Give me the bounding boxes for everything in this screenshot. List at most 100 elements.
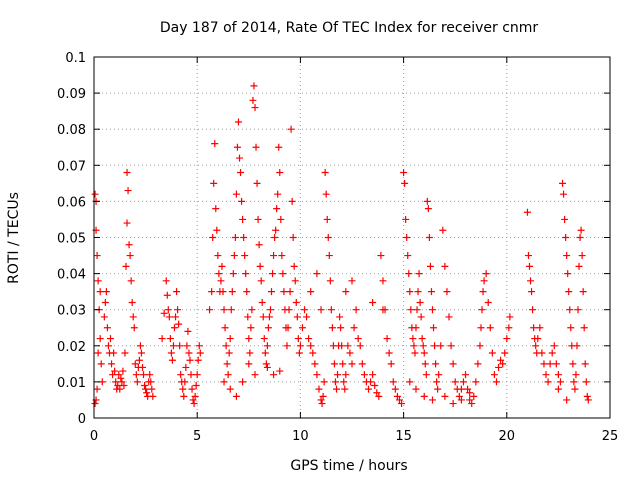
data-point bbox=[251, 104, 259, 112]
data-point bbox=[311, 360, 319, 368]
data-point bbox=[468, 400, 476, 408]
data-point bbox=[104, 342, 112, 350]
x-tick-label: 20 bbox=[499, 429, 516, 444]
data-point bbox=[276, 169, 284, 177]
data-point bbox=[379, 306, 387, 314]
data-point bbox=[488, 349, 496, 357]
data-point bbox=[165, 313, 173, 321]
data-point bbox=[412, 324, 420, 332]
data-point bbox=[262, 360, 270, 368]
data-point bbox=[219, 288, 227, 296]
x-tick-labels: 0 5 10 15 20 25 bbox=[90, 429, 618, 444]
data-point bbox=[449, 400, 457, 408]
data-point bbox=[264, 324, 272, 332]
data-point bbox=[188, 385, 196, 393]
data-point bbox=[234, 118, 242, 126]
data-point bbox=[256, 262, 264, 270]
data-point bbox=[288, 197, 296, 205]
data-point bbox=[100, 313, 108, 321]
data-point bbox=[259, 313, 267, 321]
data-point bbox=[158, 335, 166, 343]
data-point bbox=[393, 392, 401, 400]
data-point bbox=[220, 306, 228, 314]
data-point bbox=[327, 306, 335, 314]
data-point bbox=[526, 262, 534, 270]
data-point bbox=[286, 288, 294, 296]
data-point bbox=[176, 342, 184, 350]
data-point bbox=[417, 313, 425, 321]
data-point bbox=[407, 306, 415, 314]
data-point bbox=[410, 342, 418, 350]
data-point bbox=[484, 298, 492, 306]
data-point bbox=[562, 234, 570, 241]
data-point bbox=[253, 179, 261, 187]
data-point bbox=[254, 215, 262, 223]
data-point bbox=[225, 349, 233, 357]
data-point bbox=[263, 363, 271, 371]
data-point bbox=[110, 349, 118, 357]
data-point bbox=[140, 371, 148, 379]
data-point bbox=[126, 252, 134, 260]
data-point bbox=[432, 360, 440, 368]
data-point bbox=[323, 215, 331, 223]
data-point bbox=[570, 378, 578, 386]
data-point bbox=[573, 342, 581, 350]
data-point bbox=[348, 360, 356, 368]
data-point bbox=[239, 378, 247, 386]
data-point bbox=[352, 306, 360, 314]
data-point bbox=[322, 190, 330, 198]
data-point bbox=[350, 324, 358, 332]
data-point bbox=[580, 324, 588, 332]
data-point bbox=[273, 205, 281, 213]
data-point bbox=[341, 385, 349, 393]
data-point bbox=[170, 324, 178, 332]
x-axis-label: GPS time / hours bbox=[290, 458, 407, 474]
data-point bbox=[561, 215, 569, 223]
data-point bbox=[285, 306, 293, 314]
data-point bbox=[445, 313, 453, 321]
data-point bbox=[416, 298, 424, 306]
data-point bbox=[474, 360, 482, 368]
data-point bbox=[534, 335, 542, 343]
data-point bbox=[168, 356, 176, 364]
data-point bbox=[123, 169, 131, 177]
data-point bbox=[277, 215, 285, 223]
data-point bbox=[527, 277, 535, 285]
data-point bbox=[119, 367, 127, 375]
data-point bbox=[421, 360, 429, 368]
data-point bbox=[146, 371, 154, 379]
data-point bbox=[478, 306, 486, 314]
data-point bbox=[270, 371, 278, 379]
data-point bbox=[354, 335, 362, 343]
chart-title: Day 187 of 2014, Rate Of TEC Index for r… bbox=[160, 20, 539, 36]
data-point bbox=[497, 356, 505, 364]
data-point bbox=[540, 360, 548, 368]
data-point bbox=[211, 140, 219, 148]
data-point bbox=[451, 378, 459, 386]
y-tick-label: 0.02 bbox=[57, 340, 86, 355]
data-point bbox=[120, 382, 128, 390]
data-point bbox=[114, 382, 122, 390]
y-tick-label: 0.08 bbox=[57, 123, 86, 138]
data-point bbox=[296, 342, 304, 350]
data-point bbox=[276, 367, 284, 375]
data-point bbox=[231, 234, 239, 241]
data-point bbox=[257, 277, 265, 285]
data-point bbox=[172, 313, 180, 321]
data-point bbox=[548, 349, 556, 357]
data-point bbox=[283, 342, 291, 350]
data-point bbox=[556, 378, 564, 386]
data-point bbox=[435, 371, 443, 379]
y-tick-label: 0.06 bbox=[57, 195, 86, 210]
data-point bbox=[325, 252, 333, 260]
data-point bbox=[242, 270, 250, 278]
data-point bbox=[124, 187, 132, 195]
data-point bbox=[424, 205, 432, 213]
data-point bbox=[148, 385, 156, 393]
data-point bbox=[414, 288, 422, 296]
data-point bbox=[426, 262, 434, 270]
data-point bbox=[430, 324, 438, 332]
data-point bbox=[505, 324, 513, 332]
data-point bbox=[572, 371, 580, 379]
data-point bbox=[163, 291, 171, 299]
